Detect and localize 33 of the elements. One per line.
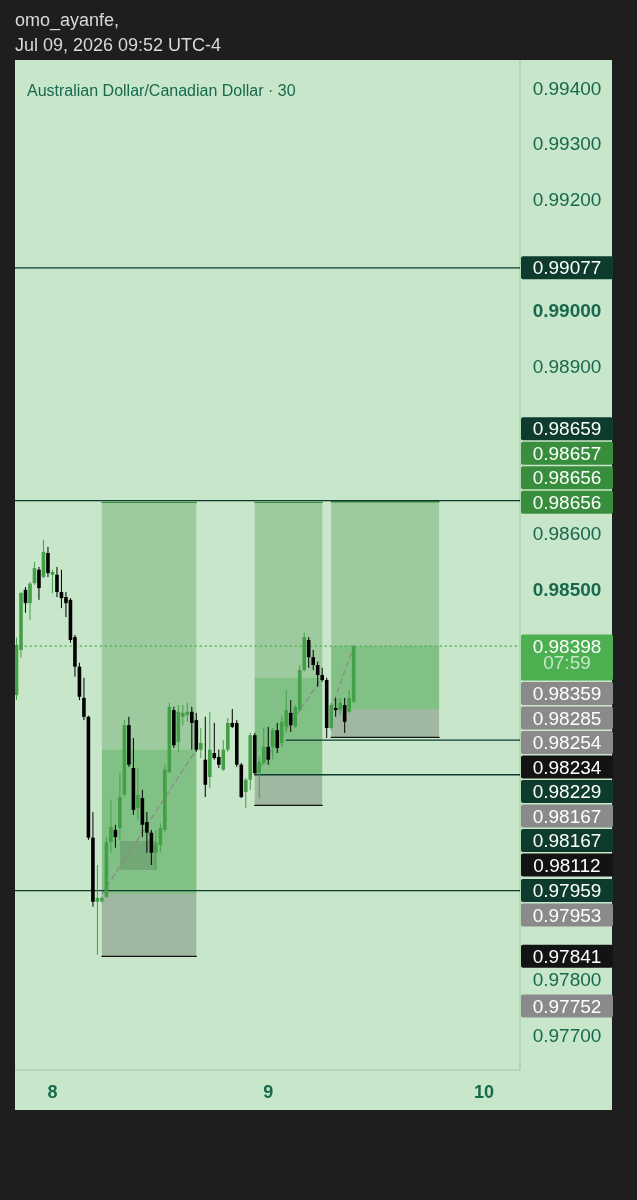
text: Australian Dollar/Canadian Dollar · 30: [27, 81, 296, 99]
ref-line-label: 0.98398 07:59: [532, 635, 602, 674]
text: 0.98656: [532, 467, 602, 489]
x-tick-label: 8: [47, 1082, 58, 1103]
text: Jul 09, 2026 09:52 UTC-4: [15, 35, 222, 56]
ref-line-label: 0.99077: [532, 257, 602, 279]
y-tick-label: 0.99000: [532, 300, 602, 322]
text: 0.98659: [532, 418, 602, 440]
y-tick-label: 0.99200: [532, 188, 602, 210]
text: 0.98167: [532, 830, 602, 852]
text: 0.98167: [532, 805, 602, 827]
y-tick-label: 0.99300: [532, 133, 602, 155]
text: 0.98656: [532, 491, 602, 513]
x-tick-label: 9: [263, 1082, 274, 1103]
y-tick-label: 0.98900: [532, 356, 602, 378]
text: 0.98229: [532, 781, 602, 803]
text: 0.98657: [532, 442, 602, 464]
y-tick-label: 0.98500: [532, 578, 602, 600]
text: 0.98234: [532, 756, 602, 778]
y-tick-label: 0.98600: [532, 523, 602, 545]
text: 0.97841: [532, 946, 602, 967]
x-tick-label: 10: [474, 1082, 495, 1103]
y-tick-label: 0.97700: [532, 1024, 602, 1046]
text: 0.98112: [533, 854, 601, 876]
text: omo_ayanfe,: [15, 10, 120, 32]
text: 0.97752: [532, 995, 602, 1017]
ref-line-label: 0.97959: [532, 880, 602, 902]
text: 0.97953: [532, 904, 602, 926]
y-tick-label: 0.99400: [532, 77, 602, 99]
y-tick-label: 0.97800: [532, 968, 602, 990]
text: 0.98359: [532, 683, 602, 705]
text: 0.98254: [532, 732, 602, 754]
text: 0.98285: [532, 707, 602, 729]
